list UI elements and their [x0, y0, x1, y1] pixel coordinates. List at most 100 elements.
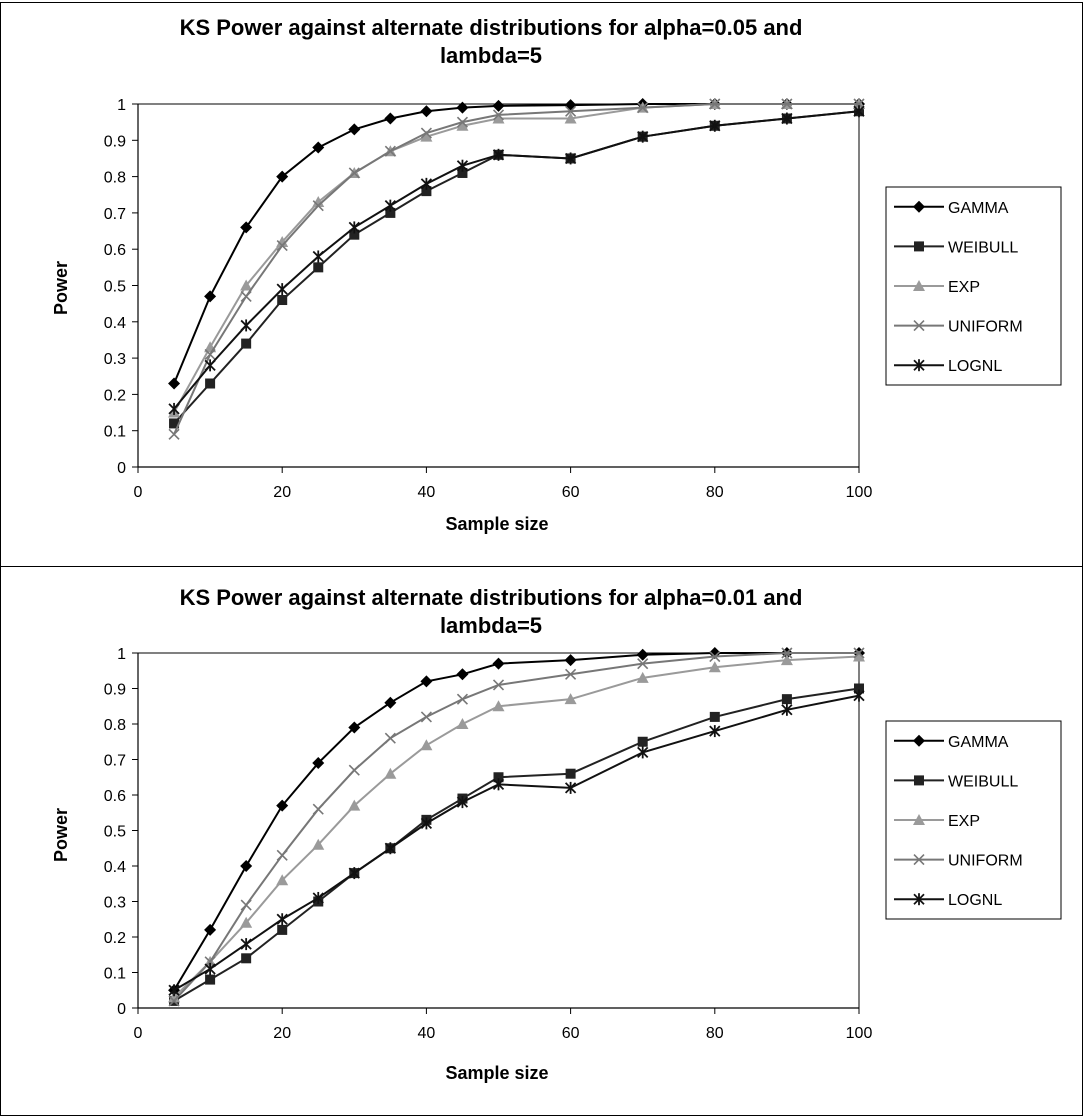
x-tick-label: 0	[134, 1025, 143, 1042]
y-tick-label: 0.2	[104, 387, 126, 404]
chart-svg-alpha-005: KS Power against alternate distributions…	[51, 15, 1062, 534]
y-tick-label: 0.4	[104, 315, 126, 332]
x-axis-label: Sample size	[445, 1063, 548, 1083]
x-tick-label: 80	[706, 484, 724, 501]
data-point-uniform	[420, 711, 432, 723]
data-point-uniform	[384, 145, 396, 157]
data-point-weibull	[457, 167, 468, 178]
data-point-uniform	[420, 127, 432, 139]
chart-title-line1: KS Power against alternate distributions…	[180, 15, 803, 40]
legend-marker-weibull	[914, 241, 924, 252]
data-point-exp	[636, 671, 649, 683]
y-tick-label: 0.1	[104, 966, 126, 983]
data-point-weibull	[205, 974, 216, 985]
data-point-uniform	[781, 647, 793, 659]
data-point-exp	[564, 693, 577, 705]
data-point-lognl	[456, 159, 469, 172]
data-point-weibull	[241, 338, 252, 349]
data-point-exp	[564, 112, 577, 124]
data-point-lognl	[564, 152, 577, 165]
data-point-exp	[276, 874, 289, 886]
legend-label-lognl: LOGNL	[948, 358, 1002, 375]
data-point-uniform	[204, 348, 216, 361]
series-line-lognl	[173, 110, 860, 410]
data-point-exp	[312, 838, 325, 850]
y-tick-label: 0.3	[104, 351, 126, 368]
data-point-uniform	[456, 116, 469, 128]
data-point-weibull	[854, 683, 864, 694]
data-point-lognl	[420, 817, 433, 830]
data-point-weibull	[349, 229, 360, 240]
y-tick-label: 0.9	[104, 133, 126, 150]
legend-marker-lognl	[913, 359, 925, 372]
data-point-lognl	[384, 199, 396, 212]
data-point-gamma	[348, 721, 361, 734]
data-point-uniform	[312, 200, 324, 212]
legend-label-lognl: LOGNL	[948, 892, 1002, 909]
data-point-lognl	[781, 112, 793, 125]
data-point-exp	[456, 119, 469, 131]
y-tick-label: 0.7	[104, 206, 126, 223]
data-point-weibull	[709, 711, 720, 722]
data-point-uniform	[565, 105, 577, 117]
x-tick-label: 60	[562, 484, 580, 501]
legend-label-exp: EXP	[948, 813, 980, 830]
data-point-uniform	[240, 290, 252, 302]
x-tick-label: 20	[273, 1025, 291, 1042]
y-tick-label: 1	[117, 97, 126, 114]
data-point-weibull	[421, 186, 432, 197]
legend-label-gamma: GAMMA	[948, 200, 1009, 217]
data-point-uniform	[456, 693, 469, 705]
data-point-exp	[853, 650, 865, 662]
data-point-weibull	[169, 418, 180, 429]
data-point-lognl	[456, 796, 469, 809]
legend-marker-uniform	[913, 320, 925, 332]
data-point-uniform	[384, 732, 396, 744]
data-point-uniform	[276, 240, 288, 252]
data-point-uniform	[709, 650, 721, 663]
data-point-lognl	[276, 283, 288, 296]
data-point-weibull	[205, 378, 216, 389]
data-point-uniform	[348, 167, 360, 179]
chart-title-line2: lambda=5	[440, 613, 542, 638]
data-point-uniform	[240, 899, 252, 911]
data-point-gamma	[240, 860, 253, 872]
y-tick-label: 0.1	[104, 424, 126, 441]
data-point-lognl	[384, 842, 396, 855]
series-line-exp	[173, 103, 859, 414]
data-point-weibull	[241, 953, 252, 964]
x-tick-label: 40	[418, 1025, 436, 1042]
data-point-gamma	[168, 377, 181, 390]
y-tick-label: 0.6	[104, 788, 126, 805]
series-line-lognl	[173, 694, 860, 992]
data-point-uniform	[492, 679, 505, 691]
data-point-exp	[240, 916, 253, 928]
data-point-lognl	[168, 402, 180, 415]
data-point-gamma	[348, 123, 361, 136]
chart-panel-alpha-005: KS Power against alternate distributions…	[0, 2, 1083, 567]
data-point-weibull	[385, 207, 396, 218]
data-point-gamma	[456, 668, 469, 681]
x-tick-label: 100	[846, 1025, 873, 1042]
data-point-lognl	[240, 319, 252, 332]
data-point-uniform	[276, 849, 288, 861]
legend-marker-weibull	[914, 775, 924, 786]
data-point-lognl	[276, 913, 288, 926]
x-tick-label: 80	[706, 1025, 724, 1042]
chart-title-line2: lambda=5	[440, 43, 542, 68]
data-point-exp	[420, 130, 433, 142]
x-tick-label: 20	[273, 484, 291, 501]
data-point-weibull	[313, 262, 324, 273]
data-point-weibull	[565, 768, 576, 779]
data-point-lognl	[348, 867, 360, 880]
data-point-gamma	[204, 923, 217, 936]
legend-marker-lognl	[913, 893, 925, 906]
data-point-lognl	[348, 221, 360, 234]
legend-label-gamma: GAMMA	[948, 734, 1009, 751]
chart-title-line1: KS Power against alternate distributions…	[180, 585, 803, 610]
data-point-weibull	[493, 772, 504, 783]
data-point-gamma	[420, 675, 433, 688]
data-point-gamma	[276, 170, 289, 183]
legend-marker-exp	[913, 280, 925, 291]
data-point-gamma	[384, 696, 397, 709]
